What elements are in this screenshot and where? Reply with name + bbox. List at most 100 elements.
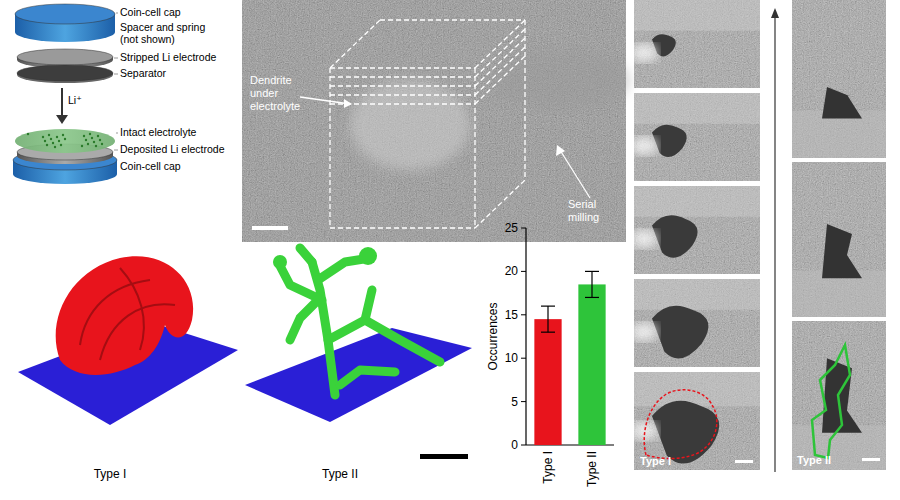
schematic-label: (not shown)	[120, 33, 175, 45]
electrolyte-dot	[62, 134, 64, 136]
disk-top	[15, 4, 115, 24]
electrolyte-dot	[42, 136, 44, 138]
leader	[114, 150, 118, 151]
y-tick-label: 0	[511, 438, 518, 452]
sem-label: under	[250, 87, 278, 99]
leader	[116, 13, 118, 14]
branch-tip	[359, 247, 377, 265]
y-tick-label: 25	[505, 221, 519, 235]
bar	[534, 319, 561, 445]
micrograph-noise	[634, 372, 760, 470]
electrolyte-dot	[97, 135, 99, 137]
render-caption: Type II	[322, 467, 358, 481]
bar	[578, 284, 605, 445]
branch	[300, 248, 312, 262]
micrograph-noise	[792, 321, 886, 470]
milling-box	[475, 20, 525, 68]
error-stem	[547, 306, 548, 332]
electrolyte-dot	[89, 133, 91, 135]
shading	[120, 268, 144, 350]
schematic-label: Deposited Li electrode	[120, 143, 225, 155]
electrolyte-dot	[101, 143, 103, 145]
micrograph-top	[634, 93, 760, 124]
sequence-arrow	[774, 16, 775, 472]
dendrite-glow	[350, 80, 470, 170]
micrograph-noise	[792, 162, 886, 317]
electrolyte-dot	[56, 136, 58, 138]
branch	[365, 290, 372, 320]
error-bar	[541, 306, 555, 332]
dendrite-section	[652, 125, 687, 157]
scale-bar	[862, 458, 880, 461]
renders: Type IType II	[18, 247, 472, 481]
schematic-label: Separator	[120, 67, 167, 79]
electrolyte-dot	[95, 145, 97, 147]
dendrite-section	[822, 87, 862, 119]
schematic-label: Stripped Li electrode	[120, 51, 216, 63]
section-caption: Type II	[797, 454, 831, 466]
micrograph	[634, 279, 760, 367]
sequence-arrowhead	[771, 8, 779, 18]
leader	[114, 58, 118, 59]
electrolyte-shade	[15, 129, 115, 153]
disk-top	[17, 65, 113, 81]
micrograph-top	[634, 0, 760, 31]
y-tick-label: 15	[505, 308, 519, 322]
milling-box	[474, 68, 475, 228]
micrograph-top	[634, 279, 760, 310]
milling-box	[524, 20, 525, 180]
y-tick-label: 5	[511, 395, 518, 409]
y-tick	[521, 358, 526, 359]
dendrite-section	[652, 306, 708, 359]
sem-label: electrolyte	[250, 100, 300, 112]
y-tick	[521, 271, 526, 272]
type-outline	[644, 390, 717, 459]
error-cap	[585, 297, 599, 298]
error-bar	[585, 271, 599, 297]
disk-bottom	[15, 22, 115, 42]
y-tick	[521, 314, 526, 315]
milling-box	[330, 94, 475, 95]
sem-label: Dendrite	[250, 74, 292, 86]
bright-edge	[630, 230, 658, 248]
scale-bar	[735, 460, 753, 463]
bars	[534, 271, 605, 445]
milling-box	[475, 38, 525, 86]
electrolyte-dot	[81, 145, 83, 147]
y-tick-label: 20	[505, 264, 519, 278]
electrolyte-dot	[52, 142, 54, 144]
branch	[340, 370, 395, 385]
sem-arrow	[300, 97, 350, 104]
leader	[116, 133, 118, 134]
electrolyte-dot	[91, 137, 93, 139]
x-tick-label: Type I	[541, 451, 555, 484]
micrograph-noise	[634, 186, 760, 274]
sem-image: DendriteunderelectrolyteSerialmilling	[242, 0, 630, 242]
micrograph	[792, 321, 886, 470]
micrograph	[634, 372, 760, 470]
x-tick-label: Type II	[585, 451, 599, 487]
schematic-label: Coin-cell cap	[120, 6, 181, 18]
electrolyte-dot	[46, 144, 48, 146]
electrolyte-dot	[60, 144, 62, 146]
cross-sections: Type IType II	[630, 0, 886, 472]
error-cap	[585, 271, 599, 272]
schematic-label: Coin-cell cap	[120, 160, 181, 172]
electrolyte-dot	[99, 139, 101, 141]
y-axis-label: Occurrences	[486, 302, 500, 370]
shading	[80, 280, 150, 345]
electrolyte-dot	[85, 139, 87, 141]
electrolyte-dot	[27, 133, 29, 135]
micrograph	[634, 186, 760, 274]
y-tick	[521, 401, 526, 402]
micrograph-top	[634, 372, 760, 406]
micrograph-noise	[634, 279, 760, 367]
milling-box	[330, 20, 380, 68]
y-axis	[525, 228, 526, 445]
bright-edge	[630, 323, 658, 341]
micrograph-noise	[792, 0, 886, 158]
electrolyte-dot	[93, 141, 95, 143]
type-i-dendrite	[56, 256, 193, 375]
milling-box	[329, 68, 330, 228]
sem-arrowhead	[556, 145, 565, 156]
